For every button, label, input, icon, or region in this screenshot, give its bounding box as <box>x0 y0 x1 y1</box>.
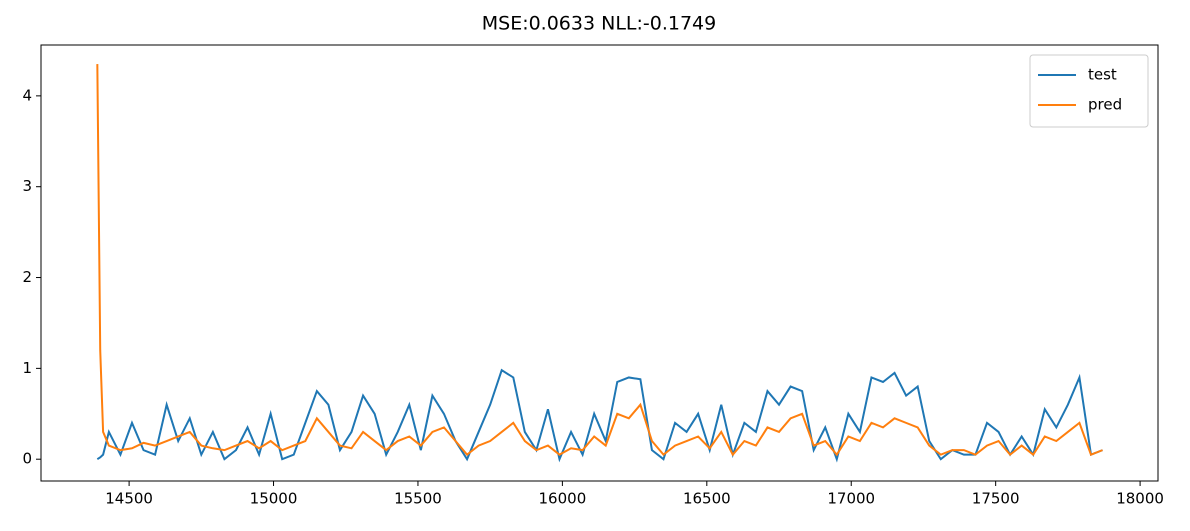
y-tick-label: 1 <box>22 359 32 377</box>
series-line <box>96 64 1103 457</box>
legend-box <box>1029 54 1149 128</box>
y-tick-label: 0 <box>22 450 32 468</box>
series-line <box>96 368 1103 463</box>
plot-frame <box>40 44 1159 482</box>
x-tick-label: 18000 <box>1116 490 1164 508</box>
x-tick-label: 14500 <box>105 490 153 508</box>
x-tick-label: 17000 <box>827 490 875 508</box>
x-tick-label: 15000 <box>250 490 298 508</box>
y-tick-label: 4 <box>22 86 32 104</box>
legend-label: test <box>1088 66 1117 84</box>
y-tick-label: 2 <box>22 268 32 286</box>
y-tick-label: 3 <box>22 177 32 195</box>
x-tick-label: 16500 <box>683 490 731 508</box>
x-tick-label: 17500 <box>972 490 1020 508</box>
x-tick-label: 15500 <box>394 490 442 508</box>
x-tick-label: 16000 <box>539 490 587 508</box>
legend-label: pred <box>1088 96 1122 114</box>
chart-title: MSE:0.0633 NLL:-0.1749 <box>482 13 717 35</box>
